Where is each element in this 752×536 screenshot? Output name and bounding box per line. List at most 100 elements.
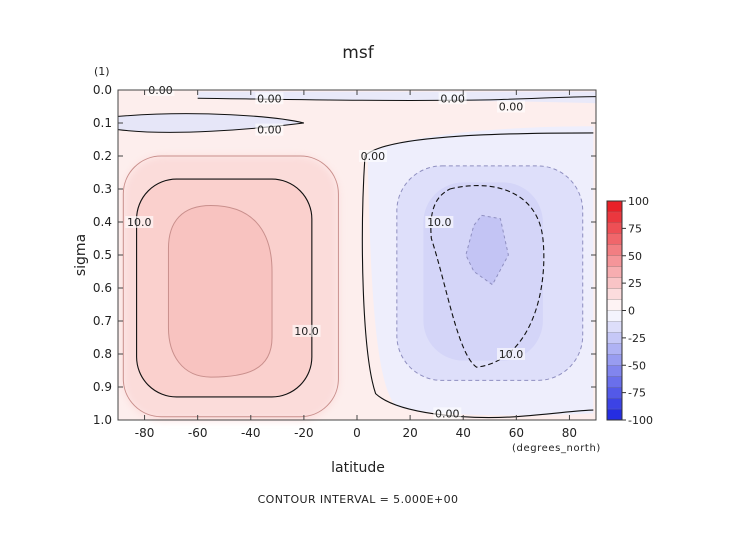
colorbar-swatch [606,266,623,279]
colorbar-swatch [606,321,623,333]
colorbar-swatch [606,408,623,421]
y-tick-label: 0.8 [93,347,112,361]
contour-north-5 [396,165,584,381]
contour-labels: 0.000.00 0.000.000.000.000.0010.010.010.0… [125,84,526,420]
contour-label-text: 0.00 [257,92,282,105]
contour-label-bg [497,100,526,113]
colorbar-tick-label: 50 [628,250,642,263]
colorbar-swatch [606,397,623,410]
colorbar-tick-label: -25 [628,332,646,345]
contour-label-text: 0.00 [499,101,524,114]
x-tick-label: -20 [294,426,314,440]
northern-cell-core [465,215,509,285]
contour-label-bg [358,150,387,162]
colorbar-tick-label: 0 [628,305,635,318]
x-tick-label: 80 [562,426,577,440]
colorbar-swatch [606,332,623,344]
colorbar-swatch [606,211,623,224]
colorbar-swatch [606,343,623,355]
contour-label: 0.00 [438,92,467,105]
colorbar-tick-label: 100 [628,195,649,208]
contour-label-text: 0.00 [257,124,282,137]
contour-label-bg [438,92,467,105]
contour-label: 0.00 [497,100,526,114]
contour-south-10 [136,178,313,398]
chart-title: msf [342,43,374,63]
y-tick-label: 0.9 [93,380,112,394]
contour-label-bg [125,216,154,228]
colorbar-swatch [606,222,623,235]
colorbar-swatch [606,244,623,257]
x-tick-label: -60 [188,426,208,440]
contour-label-bg [425,216,454,228]
colorbar-swatch [606,354,623,366]
colorbar-swatch [606,288,623,301]
colorbar: 100 75 50 25 0 -25 -50 -75 -100 [606,195,653,427]
contour-interval-footer: CONTOUR INTERVAL = 5.000E+00 [258,493,459,506]
x-axis-units: (degrees_north) [512,443,601,454]
x-tick-label: 60 [509,426,524,440]
plot-area [118,90,596,420]
contour-south-15 [167,204,273,378]
contour-label: 0.00 [358,150,387,163]
x-tick-label: -40 [241,426,261,440]
y-tick-label: 0.2 [93,149,112,163]
colorbar-tick-label: -50 [628,359,646,372]
colorbar-swatch [606,299,623,311]
y-tick-label: 0.1 [93,116,112,130]
x-tick-label: 20 [402,426,417,440]
contour-north-10 [430,185,545,368]
colorbar-swatch [606,376,623,388]
colorbar-tick-label: 25 [628,277,642,290]
contour-label: 0.00 [255,92,284,105]
y-tick-label: 0.3 [93,182,112,196]
y-tick-label: 1.0 [93,413,112,427]
contour-label: 10.0 [125,216,154,229]
contour-label-text: 10.0 [427,216,452,229]
y-axis-label: sigma [73,234,89,276]
colorbar-tick-label: -75 [628,387,646,400]
contour-label: 10.0 [497,348,526,361]
x-tick-label: -80 [135,426,155,440]
colorbar-swatch [606,277,623,290]
contour-south-5 [122,155,339,418]
colorbar-tick-label: 75 [628,222,642,235]
contour-label-bg [292,324,321,337]
contour-label-bg [433,407,462,420]
y-tick-label: 0.0 [93,83,112,97]
colorbar-swatch [606,386,623,399]
x-tick-label: 40 [456,426,471,440]
x-axis-label: latitude [331,460,385,476]
colorbar-swatch [606,200,623,213]
contour-label-text: 0.00 [435,407,460,420]
contour-label-bg [497,348,526,360]
contour-label-bg [255,92,284,105]
contour-label-text: 0.00 [361,150,386,163]
colorbar-swatch [606,255,623,268]
contour-label-text: 10.0 [499,348,524,361]
x-tick-label: 0 [353,426,361,440]
axes: -80 -60 -40 -20 0 20 40 60 80 0.0 0.1 0.2 0.3 0.4 0.5 0… [93,83,597,440]
contour-north-15 [465,214,509,286]
colorbar-swatch [606,233,623,246]
top-band-negative [197,91,596,104]
scale-note: (1) [94,65,110,78]
contour-label-bg [255,123,284,136]
contour-lines [117,96,597,419]
y-tick-label: 0.5 [93,248,112,262]
contour-label: 10.0 [425,216,454,229]
contour-zero-upper [117,113,305,133]
colorbar-swatch [606,310,623,322]
contour-label-text: 10.0 [127,216,152,229]
colorbar-tick-label: -100 [628,414,653,427]
contour-label-text: 0.00 [440,92,465,105]
y-tick-label: 0.7 [93,314,112,328]
y-tick-label: 0.4 [93,215,112,229]
contour-label: 0.00 [433,407,462,420]
colorbar-swatch [606,365,623,377]
contour-label: 0.00 [255,123,284,137]
y-tick-label: 0.6 [93,281,112,295]
contour-label-text: 10.0 [294,325,319,338]
